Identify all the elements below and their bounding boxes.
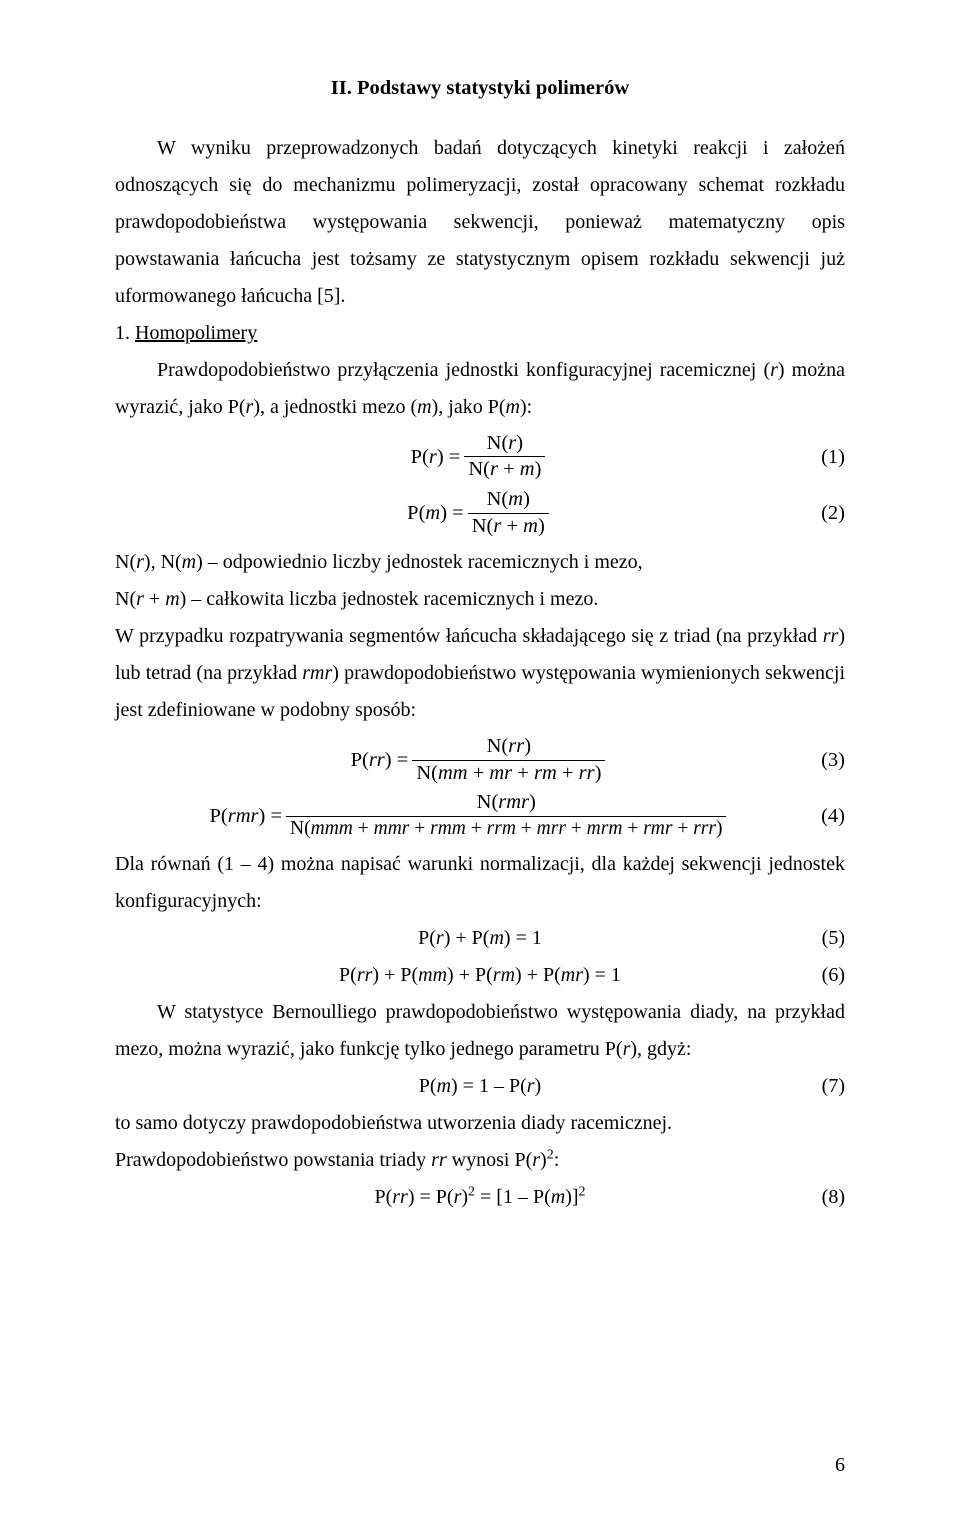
paragraph-7: W statystyce Bernoulliego prawdopodobień…: [115, 994, 845, 1068]
eq-denominator: N(mmm + mmr + rmm + rrm + mrr + mrm + rm…: [286, 816, 726, 840]
text: ), a jednostki mezo (: [253, 396, 417, 418]
eq-lhs: P(rr) =: [351, 749, 409, 772]
var-m: m: [506, 396, 520, 418]
paragraph-5: W przypadku rozpatrywania segmentów łańc…: [115, 618, 845, 729]
eq-denominator: N(mm + mr + rm + rr): [412, 760, 605, 786]
var-r: r: [770, 359, 778, 381]
var-rr: rr: [823, 625, 839, 647]
text: ), N(: [144, 551, 182, 573]
eq-fraction: N(m) N(r + m): [468, 488, 549, 538]
eq-fraction: N(rr) N(mm + mr + rm + rr): [412, 735, 605, 785]
text: wynosi P(: [447, 1149, 533, 1171]
text: N(: [115, 588, 136, 610]
eq-number: (6): [785, 957, 845, 994]
eq-body: P(rmr) = N(rmr) N(mmm + mmr + rmm + rrm …: [135, 791, 805, 840]
eq-number: (8): [785, 1179, 845, 1216]
paragraph-6: Dla równań (1 – 4) można napisać warunki…: [115, 846, 845, 920]
text: N(: [115, 551, 136, 573]
paragraph-2: Prawdopodobieństwo przyłączenia jednostk…: [115, 352, 845, 426]
var-m: m: [417, 396, 431, 418]
text: :: [554, 1149, 560, 1171]
eq-body: P(rr) = N(rr) N(mm + mr + rm + rr): [175, 735, 785, 785]
var-r: r: [136, 588, 144, 610]
text: +: [144, 588, 165, 610]
equation-7: P(m) = 1 – P(r) (7): [115, 1068, 845, 1105]
var-m: m: [182, 551, 196, 573]
eq-number: (3): [785, 749, 845, 772]
eq-numerator: N(r): [483, 432, 527, 457]
text: Prawdopodobieństwo powstania triady: [115, 1149, 431, 1171]
paragraph-3: N(r), N(m) – odpowiednio liczby jednoste…: [115, 544, 845, 581]
text: ), gdyż:: [630, 1038, 691, 1060]
subheading-num: 1.: [115, 322, 135, 344]
var-rmr: rmr: [302, 662, 332, 684]
equation-6: P(rr) + P(mm) + P(rm) + P(mr) = 1 (6): [115, 957, 845, 994]
equation-8: P(rr) = P(r)2 = [1 – P(m)]2 (8): [115, 1179, 845, 1216]
equation-4: P(rmr) = N(rmr) N(mmm + mmr + rmm + rrm …: [115, 791, 845, 840]
text: ): [540, 1149, 547, 1171]
section-title: II. Podstawy statystyki polimerów: [115, 70, 845, 108]
superscript-2: 2: [547, 1148, 554, 1163]
eq-fraction: N(rmr) N(mmm + mmr + rmm + rrm + mrr + m…: [286, 791, 726, 840]
paragraph-8: to samo dotyczy prawdopodobieństwa utwor…: [115, 1105, 845, 1142]
equation-1: P(r) = N(r) N(r + m) (1): [115, 432, 845, 482]
text: Prawdopodobieństwo przyłączenia jednostk…: [157, 359, 770, 381]
equation-5: P(r) + P(m) = 1 (5): [115, 920, 845, 957]
eq-numerator: N(rr): [483, 735, 535, 760]
eq-body: P(m) = 1 – P(r): [175, 1068, 785, 1105]
equation-3: P(rr) = N(rr) N(mm + mr + rm + rr) (3): [115, 735, 845, 785]
eq-number: (2): [785, 502, 845, 525]
eq-body: P(rr) = P(r)2 = [1 – P(m)]2: [175, 1179, 785, 1216]
eq-number: (4): [805, 805, 845, 828]
var-rr: rr: [431, 1149, 447, 1171]
var-m: m: [165, 588, 179, 610]
eq-body: P(rr) + P(mm) + P(rm) + P(mr) = 1: [175, 957, 785, 994]
text: ), jako P(: [432, 396, 506, 418]
var-r: r: [136, 551, 144, 573]
paragraph-1: W wyniku przeprowadzonych badań dotycząc…: [115, 130, 845, 315]
eq-lhs: P(rmr) =: [210, 805, 283, 828]
eq-numerator: N(m): [483, 488, 534, 513]
eq-body: P(r) = N(r) N(r + m): [175, 432, 785, 482]
equation-2: P(m) = N(m) N(r + m) (2): [115, 488, 845, 538]
text: W przypadku rozpatrywania segmentów łańc…: [115, 625, 823, 647]
text: ):: [520, 396, 532, 418]
subheading-1: 1. Homopolimery: [115, 315, 845, 352]
page-number: 6: [835, 1447, 845, 1484]
eq-number: (1): [785, 446, 845, 469]
page-container: II. Podstawy statystyki polimerów W wyni…: [0, 0, 960, 1539]
eq-fraction: N(r) N(r + m): [464, 432, 545, 482]
var-r: r: [532, 1149, 540, 1171]
eq-lhs: P(m) =: [407, 502, 464, 525]
text: ) – odpowiednio liczby jednostek racemic…: [196, 551, 643, 573]
eq-body: P(r) + P(m) = 1: [175, 920, 785, 957]
text: W statystyce Bernoulliego prawdopodobień…: [115, 1001, 845, 1060]
subheading-text: Homopolimery: [135, 322, 257, 344]
eq-body: P(m) = N(m) N(r + m): [175, 488, 785, 538]
text: ) – całkowita liczba jednostek racemiczn…: [180, 588, 599, 610]
paragraph-4: N(r + m) – całkowita liczba jednostek ra…: [115, 581, 845, 618]
eq-numerator: N(rmr): [473, 791, 540, 816]
eq-number: (5): [785, 920, 845, 957]
eq-denominator: N(r + m): [464, 456, 545, 482]
paragraph-9: Prawdopodobieństwo powstania triady rr w…: [115, 1142, 845, 1179]
eq-number: (7): [785, 1068, 845, 1105]
eq-denominator: N(r + m): [468, 513, 549, 539]
eq-lhs: P(r) =: [411, 446, 461, 469]
